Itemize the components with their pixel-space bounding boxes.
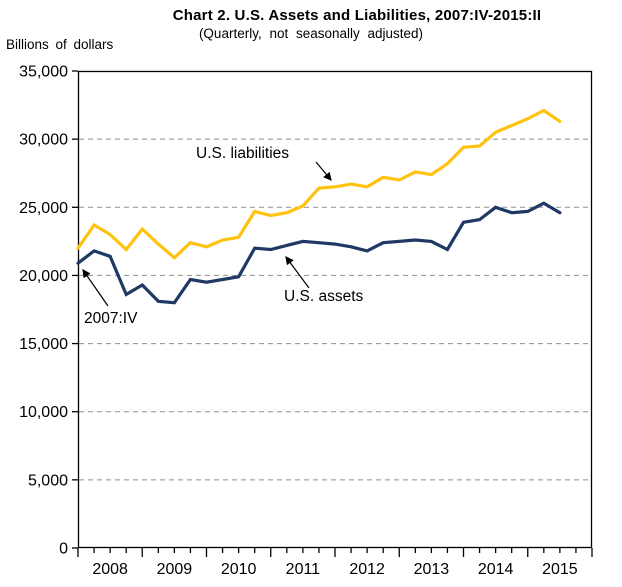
x-year-label: 2014 (478, 561, 514, 578)
x-year-label: 2013 (414, 561, 450, 578)
y-tick-label: 10,000 (19, 404, 68, 421)
u-s-liabilities-label: U.S. liabilities (196, 145, 289, 162)
u-s-assets-label: U.S. assets (284, 288, 363, 305)
y-tick-label: 5,000 (28, 472, 68, 489)
y-tick-label: 20,000 (19, 268, 68, 285)
u-s-liabilities-line (76, 108, 562, 260)
x-year-label: 2015 (542, 561, 578, 578)
u-s-liabilities-arrow (315, 161, 332, 181)
u-s-assets-line (76, 201, 562, 305)
y-axis-units-label: Billions of dollars (6, 37, 114, 52)
chart-title: Chart 2. U.S. Assets and Liabilities, 20… (172, 7, 542, 24)
x-year-label: 2008 (92, 561, 128, 578)
2007-iv-label: 2007:IV (84, 310, 138, 327)
2007-iv-arrow (82, 269, 109, 307)
y-tick-label: 30,000 (19, 132, 68, 149)
y-tick-label: 25,000 (19, 200, 68, 217)
plot-border (77, 70, 593, 549)
y-tick-label: 0 (59, 541, 68, 558)
u-s-assets-arrow (285, 256, 310, 289)
y-tick-label: 15,000 (19, 336, 68, 353)
x-year-label: 2010 (221, 561, 257, 578)
x-year-label: 2009 (157, 561, 193, 578)
chart-subtitle: (Quarterly, not seasonally adjusted) (198, 26, 424, 41)
x-year-label: 2012 (349, 561, 385, 578)
y-tick-label: 35,000 (19, 64, 68, 81)
x-year-label: 2011 (286, 561, 321, 578)
